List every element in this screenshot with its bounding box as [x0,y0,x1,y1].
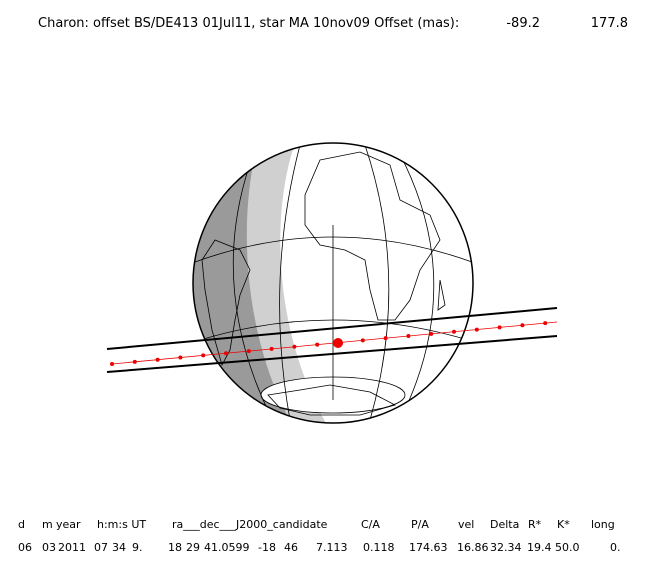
path-point [269,346,274,351]
cell: -18 [258,541,276,554]
path-point [155,357,160,362]
column-header: R* [528,518,542,531]
cell: 2011 [58,541,86,554]
cell: 9. [132,541,143,554]
cell: 0.118 [363,541,395,554]
path-point [110,362,114,366]
column-header: C/A [361,518,380,531]
cell: 16.86 [457,541,489,554]
column-header: Delta [490,518,519,531]
path-point [520,323,525,328]
column-header: year [56,518,81,531]
column-header: P/A [411,518,429,531]
path-point [292,344,297,349]
offset-dec: 177.8 [591,16,628,31]
path-point [429,331,434,336]
path-point [360,338,365,343]
cell: 29 [186,541,200,554]
shadow-path [106,307,558,373]
column-header: vel [458,518,474,531]
column-header: long [591,518,615,531]
cell: 50.0 [555,541,580,554]
cell: 07 [94,541,108,554]
globe [192,142,474,424]
cell: 46 [284,541,298,554]
cell: 34 [112,541,126,554]
cell: 0. [610,541,621,554]
cell: 18 [168,541,182,554]
path-point [474,327,479,332]
cell: 32.34 [490,541,522,554]
cell: 19.4 [527,541,552,554]
path-point [383,336,388,341]
cell: 7.113 [316,541,348,554]
path-point [543,321,548,326]
path-point [132,359,137,364]
column-header: m [42,518,53,531]
cell: 06 [18,541,32,554]
path-point [224,351,228,356]
path-point [178,355,183,360]
cell: 41.0599 [204,541,250,554]
path-point [201,353,206,358]
column-header: d [18,518,25,531]
path-point [246,349,251,354]
title: Charon: offset BS/DE413 01Jul11, star MA… [38,16,459,31]
offset-ra: -89.2 [506,16,540,31]
path-point [452,329,456,334]
path-point [406,334,411,339]
data-table: d m year h:m:s UT ra___dec___J2000_candidate… [18,518,621,554]
path-point [315,342,320,347]
cell: 174.63 [409,541,448,554]
cell: 03 [42,541,56,554]
path-point [497,325,502,330]
column-header: h:m:s UT [97,518,146,531]
column-header: K* [557,518,570,531]
column-header: ra___dec___J2000_candidate [172,518,328,531]
